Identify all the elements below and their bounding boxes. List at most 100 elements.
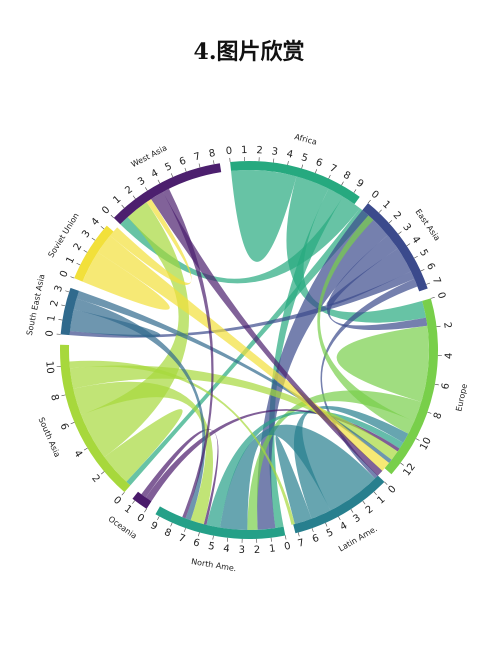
ribbon-south-east-asia-to-europe — [76, 290, 392, 464]
tick-label-south-asia: 6 — [57, 422, 70, 432]
sector-band-east-asia — [362, 203, 428, 292]
tick-mark — [434, 383, 439, 386]
tick-label-south-asia: 0 — [111, 495, 123, 507]
sector-band-latin-ame — [293, 475, 385, 534]
tick-label-latin-ame: 1 — [376, 494, 388, 506]
tick-label-latin-ame: 0 — [386, 484, 398, 496]
tick-label-africa: 4 — [286, 149, 294, 161]
ribbon-latin-ame-to-latin-ame — [275, 435, 312, 525]
tick-mark — [325, 522, 328, 527]
tick-label-latin-ame: 5 — [325, 527, 335, 540]
tick-mark — [350, 509, 354, 513]
tick-mark — [367, 199, 371, 204]
tick-label-africa: 0 — [225, 146, 232, 158]
tick-mark — [132, 500, 135, 504]
region-label-west-asia: West Asia — [130, 143, 169, 169]
tick-label-africa: 5 — [300, 152, 309, 164]
tick-mark — [297, 532, 300, 537]
sector-band-oceania — [132, 491, 152, 509]
tick-label-west-asia: 8 — [208, 148, 216, 160]
tick-mark — [83, 250, 88, 253]
tick-label-east-asia: 4 — [409, 234, 422, 245]
region-label-north-ame: North Ame. — [191, 557, 238, 573]
tick-label-north-ame: 6 — [192, 537, 201, 549]
tick-label-west-asia: 1 — [111, 194, 123, 206]
tick-mark — [415, 438, 420, 441]
ribbon-oceania-to-north-ame — [141, 429, 219, 525]
tick-label-latin-ame: 2 — [364, 504, 376, 517]
tick-mark — [388, 220, 393, 224]
tick-label-africa: 3 — [271, 146, 279, 158]
tick-mark — [121, 204, 125, 209]
tick-label-latin-ame: 6 — [311, 533, 321, 545]
tick-mark — [315, 169, 318, 174]
ribbon-europe-to-africa — [317, 215, 415, 434]
tick-label-soviet-union: 2 — [72, 241, 85, 252]
tick-mark — [427, 411, 432, 414]
tick-label-north-ame: 1 — [269, 543, 277, 555]
ribbon-africa-to-africa — [231, 170, 297, 262]
tick-label-south-east-asia: 3 — [53, 284, 65, 293]
tick-label-south-asia: 2 — [89, 473, 102, 485]
page-heading: 4.图片欣赏 — [193, 39, 305, 65]
sector-band-west-asia — [113, 163, 222, 225]
tick-mark — [414, 255, 418, 259]
tick-mark — [198, 163, 201, 168]
tick-mark — [70, 422, 75, 425]
tick-label-europe: 0 — [435, 291, 447, 300]
ribbon-south-east-asia-to-north-ame — [73, 298, 206, 521]
tick-label-latin-ame: 7 — [297, 537, 306, 549]
tick-label-europe: 10 — [418, 436, 434, 452]
tick-label-west-asia: 5 — [163, 161, 173, 174]
tick-mark — [384, 481, 388, 485]
tick-mark — [362, 500, 366, 505]
tick-label-latin-ame: 3 — [351, 513, 362, 526]
tick-label-europe: 12 — [402, 461, 418, 478]
tick-mark — [83, 447, 88, 451]
tick-mark — [61, 304, 66, 307]
region-label-africa: Africa — [294, 132, 318, 147]
tick-label-oceania: 1 — [122, 503, 134, 516]
tick-label-south-east-asia: 2 — [49, 299, 61, 308]
tick-label-east-asia: 7 — [430, 276, 443, 286]
tick-label-soviet-union: 0 — [58, 269, 71, 279]
sector-band-africa — [230, 160, 360, 205]
tick-label-europe: 4 — [444, 353, 455, 360]
region-label-soviet-union: Soviet Union — [46, 211, 80, 259]
tick-mark — [284, 535, 287, 540]
region-label-south-east-asia: South East Asia — [25, 273, 47, 336]
ribbons — [69, 170, 430, 530]
tick-mark — [426, 282, 431, 285]
tick-mark — [110, 214, 115, 219]
ribbon-east-asia-to-south-east-asia — [69, 271, 415, 338]
tick-mark — [328, 174, 331, 179]
tick-mark — [430, 297, 435, 299]
tick-mark — [65, 290, 70, 293]
tick-mark — [70, 276, 75, 279]
tick-label-africa: 7 — [328, 163, 338, 176]
sector-band-soviet-union — [74, 225, 114, 282]
tick-label-east-asia: 1 — [380, 199, 392, 211]
ribbon-soviet-union-to-soviet-union — [82, 252, 171, 310]
tick-label-west-asia: 4 — [149, 168, 160, 181]
tick-label-north-ame: 3 — [238, 545, 245, 556]
tick-label-east-asia: 0 — [369, 189, 381, 202]
tick-mark — [338, 516, 341, 521]
tick-mark — [301, 164, 304, 169]
tick-mark — [132, 195, 136, 200]
tick-mark — [76, 262, 81, 266]
tick-label-east-asia: 2 — [391, 210, 403, 222]
tick-mark — [311, 528, 314, 533]
tick-label-south-asia: 8 — [48, 393, 60, 402]
tick-mark — [373, 491, 377, 496]
tick-label-west-asia: 6 — [178, 156, 188, 168]
tick-mark — [198, 532, 200, 537]
tick-label-africa: 8 — [341, 170, 352, 183]
tick-mark — [100, 226, 105, 230]
ribbon-south-asia-to-europe — [69, 365, 398, 460]
tick-mark — [121, 491, 125, 496]
tick-label-north-ame: 8 — [162, 527, 172, 540]
tick-mark — [144, 187, 148, 191]
